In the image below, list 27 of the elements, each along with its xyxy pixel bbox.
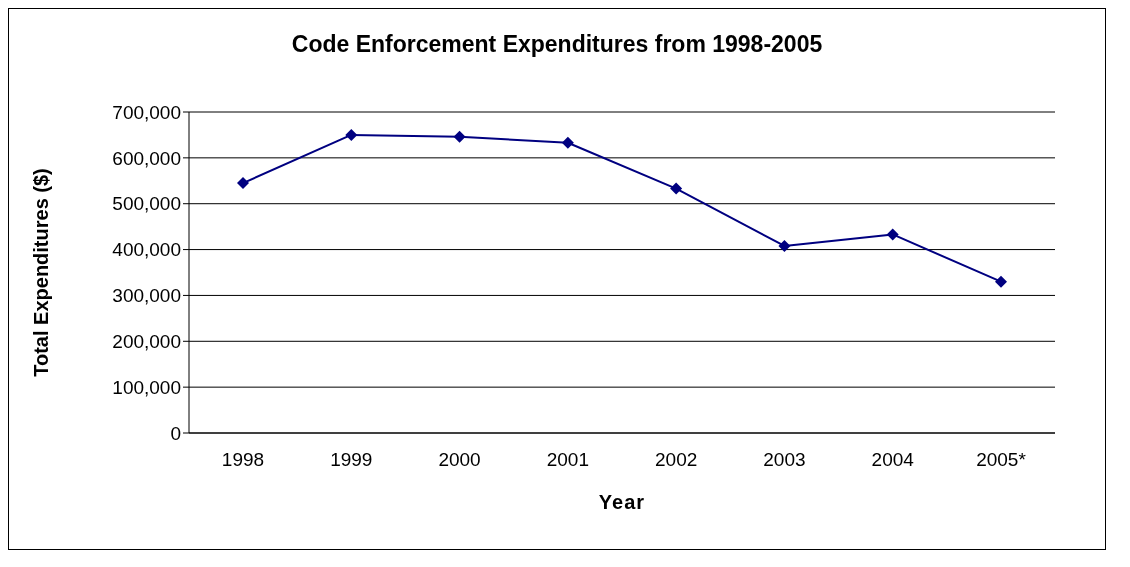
x-tick-label: 1999 <box>330 449 373 471</box>
point <box>237 177 249 190</box>
x-tick-label: 2004 <box>871 449 915 471</box>
y-tick-label: 0 <box>170 422 181 444</box>
y-tick-label: 200,000 <box>112 331 181 353</box>
point <box>995 275 1007 288</box>
y-tick-label: 600,000 <box>112 147 181 169</box>
point <box>778 239 791 252</box>
y-axis-title: Total Expenditures ($) <box>30 168 53 377</box>
x-axis-title: Year <box>598 491 646 513</box>
x-tick-label: 2001 <box>546 449 589 471</box>
y-tick-label: 300,000 <box>112 285 181 307</box>
y-tick-label: 700,000 <box>112 101 181 123</box>
x-tick-label: 2002 <box>655 449 698 471</box>
x-tick-label: 2000 <box>438 449 481 471</box>
point <box>561 136 574 149</box>
point <box>670 182 683 195</box>
x-tick-label: 2005* <box>976 449 1027 471</box>
chart-title: Code Enforcement Expenditures from 1998-2005 <box>290 31 824 58</box>
point <box>886 228 899 241</box>
y-tick-label: 500,000 <box>112 193 181 215</box>
point <box>345 128 358 141</box>
x-tick-label: 1998 <box>221 449 265 471</box>
x-tick-label: 2003 <box>763 449 806 471</box>
y-tick-label: 400,000 <box>112 239 181 261</box>
point <box>453 130 466 143</box>
y-tick-label: 100,000 <box>112 376 181 398</box>
